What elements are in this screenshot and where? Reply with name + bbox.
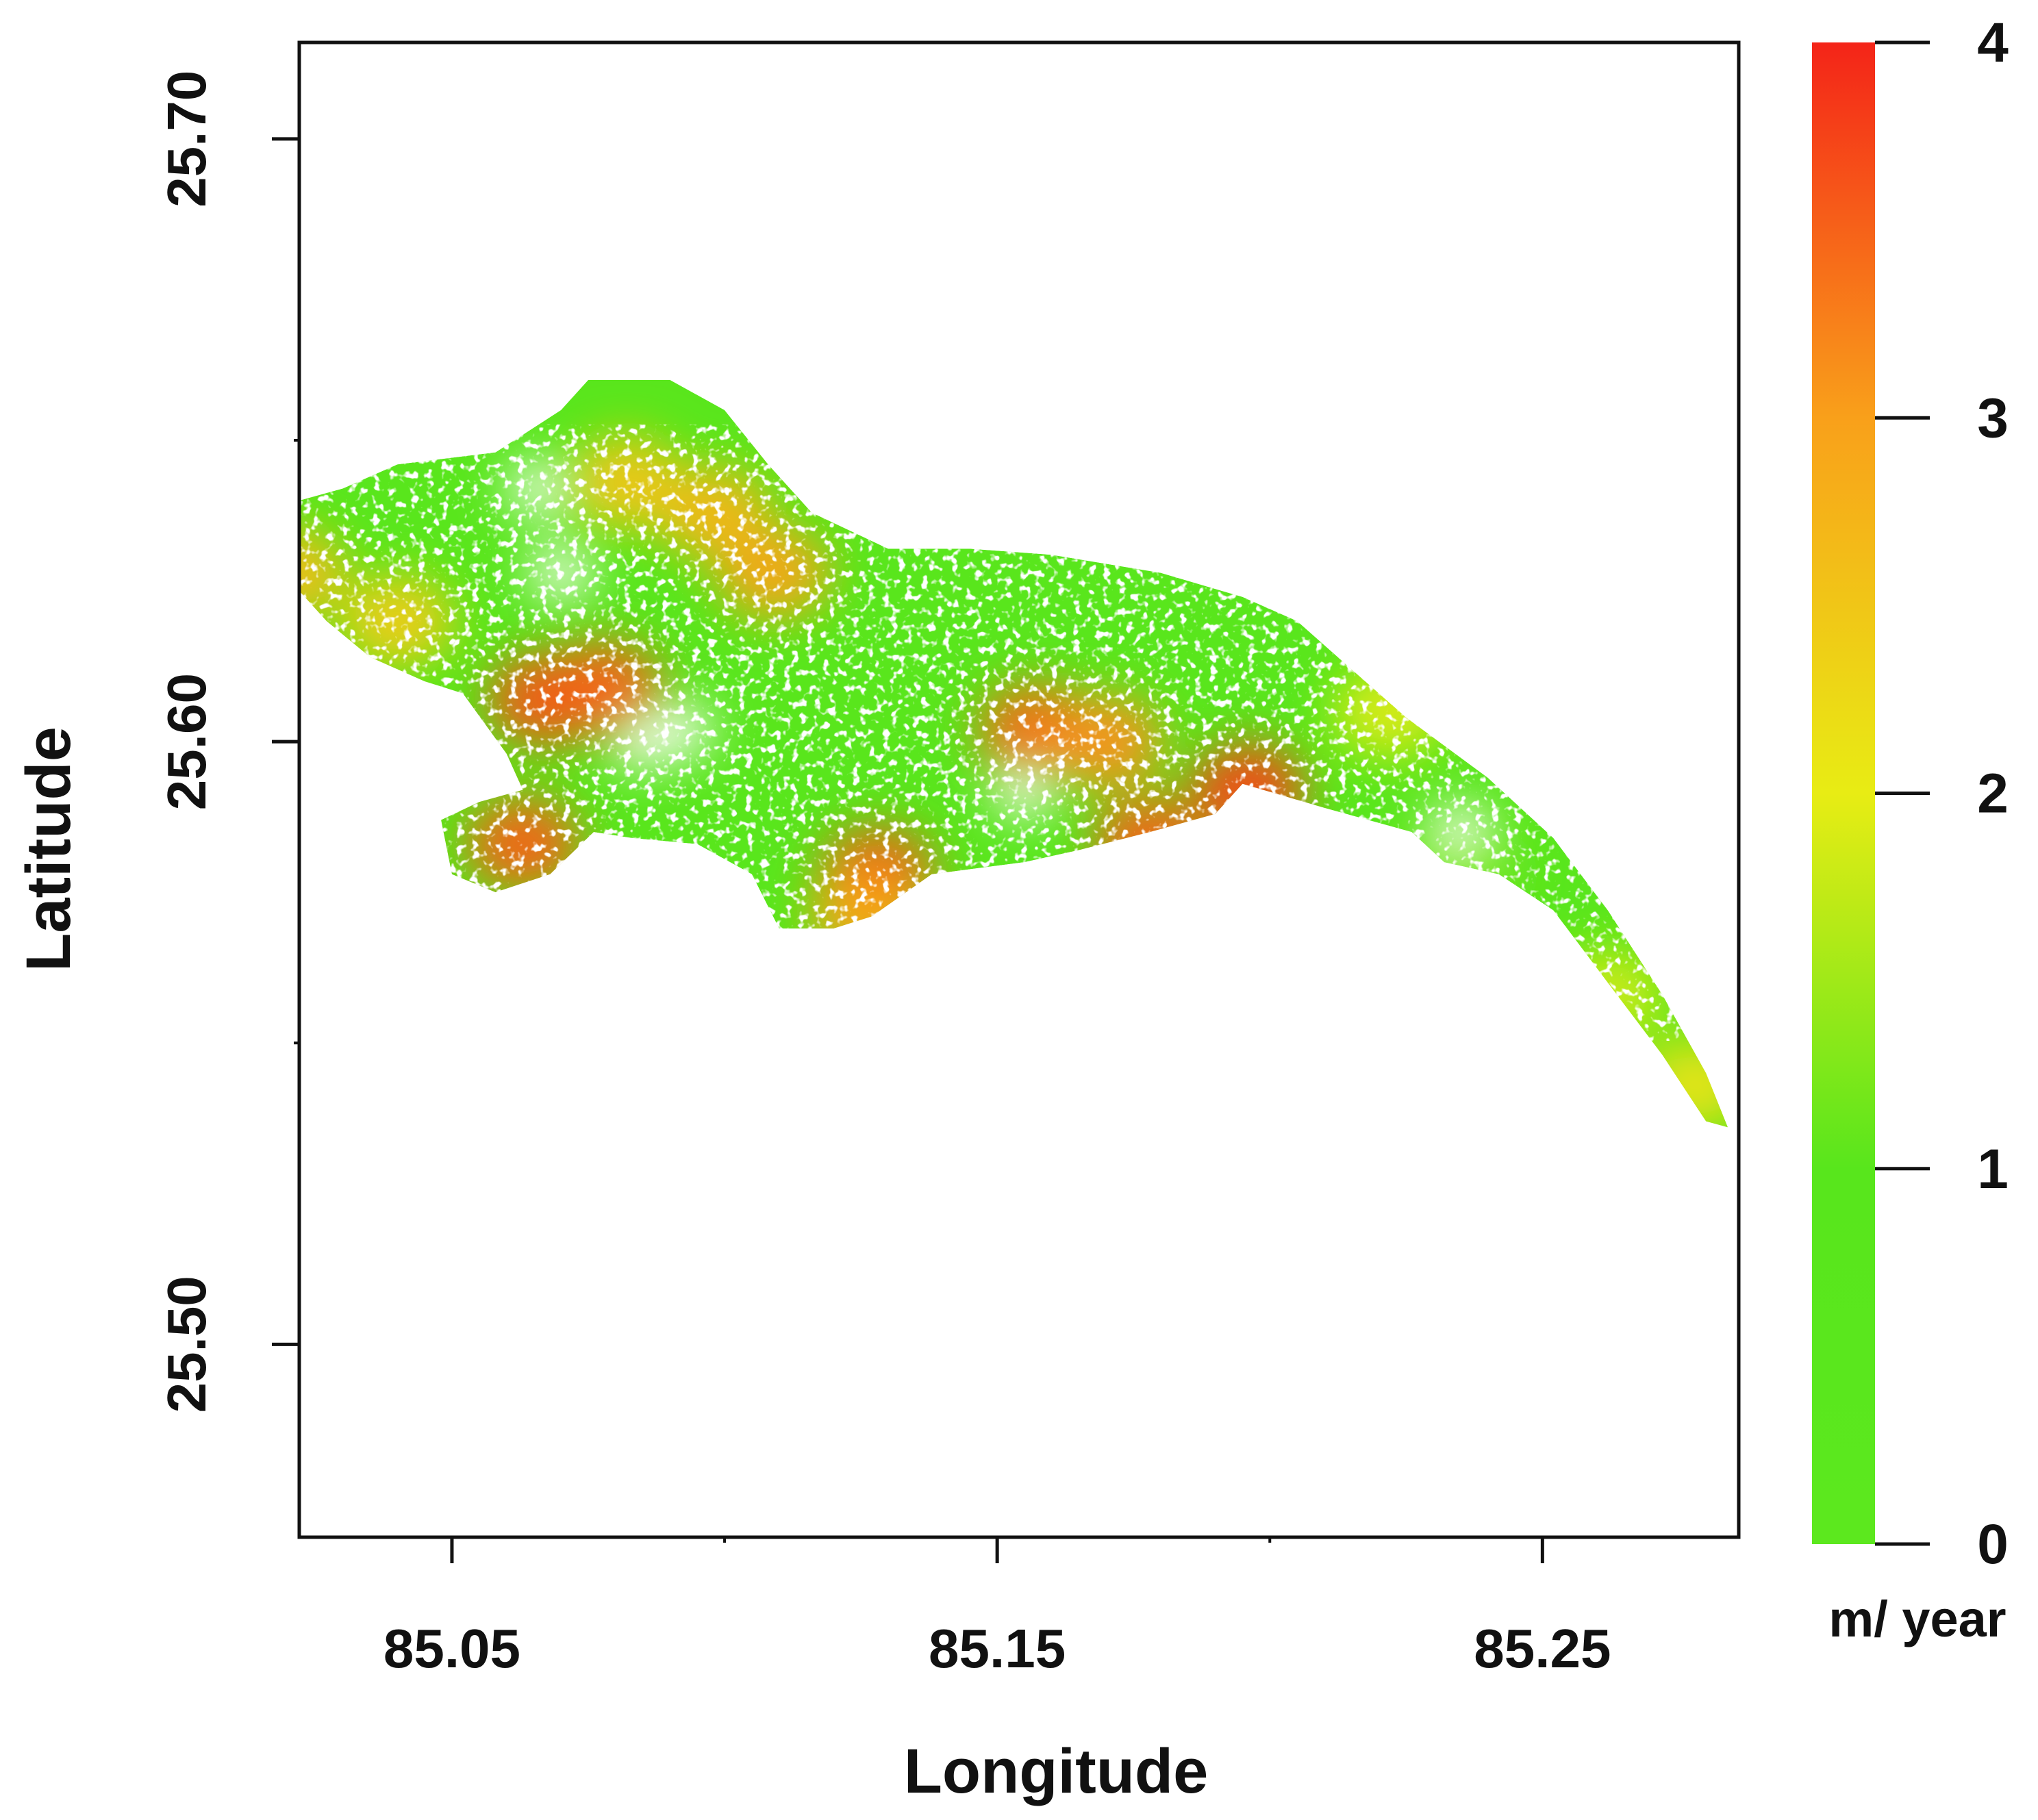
x-axis: 85.05 85.15 85.25	[383, 1537, 1611, 1679]
y-tick-label-0: 25.50	[156, 1276, 217, 1413]
x-axis-title: Longitude	[904, 1736, 1209, 1806]
y-axis: 25.50 25.60 25.70	[156, 71, 299, 1413]
x-tick-label-1: 85.15	[929, 1618, 1066, 1679]
colorbar-ticks: 0 1 2 3 4	[1875, 12, 2009, 1576]
x-tick-label-0: 85.05	[383, 1618, 520, 1679]
colorbar-ramp	[1812, 42, 1875, 1544]
colorbar-tick-label-3: 3	[1977, 387, 2009, 449]
plot-frame	[297, 40, 1741, 1539]
y-tick-label-2: 25.70	[156, 71, 217, 207]
x-tick-label-2: 85.25	[1474, 1618, 1611, 1679]
y-tick-label-1: 25.60	[156, 673, 217, 810]
colorbar-tick-label-0: 0	[1977, 1513, 2009, 1576]
colorbar: 0 1 2 3 4 m/ year	[1812, 12, 2009, 1647]
colorbar-tick-label-4: 4	[1977, 12, 2009, 74]
y-axis-title: Latitude	[14, 726, 84, 972]
colorbar-tick-label-2: 2	[1977, 763, 2009, 825]
colorbar-tick-label-1: 1	[1977, 1138, 2009, 1200]
colorbar-unit-label: m/ year	[1828, 1591, 2006, 1647]
